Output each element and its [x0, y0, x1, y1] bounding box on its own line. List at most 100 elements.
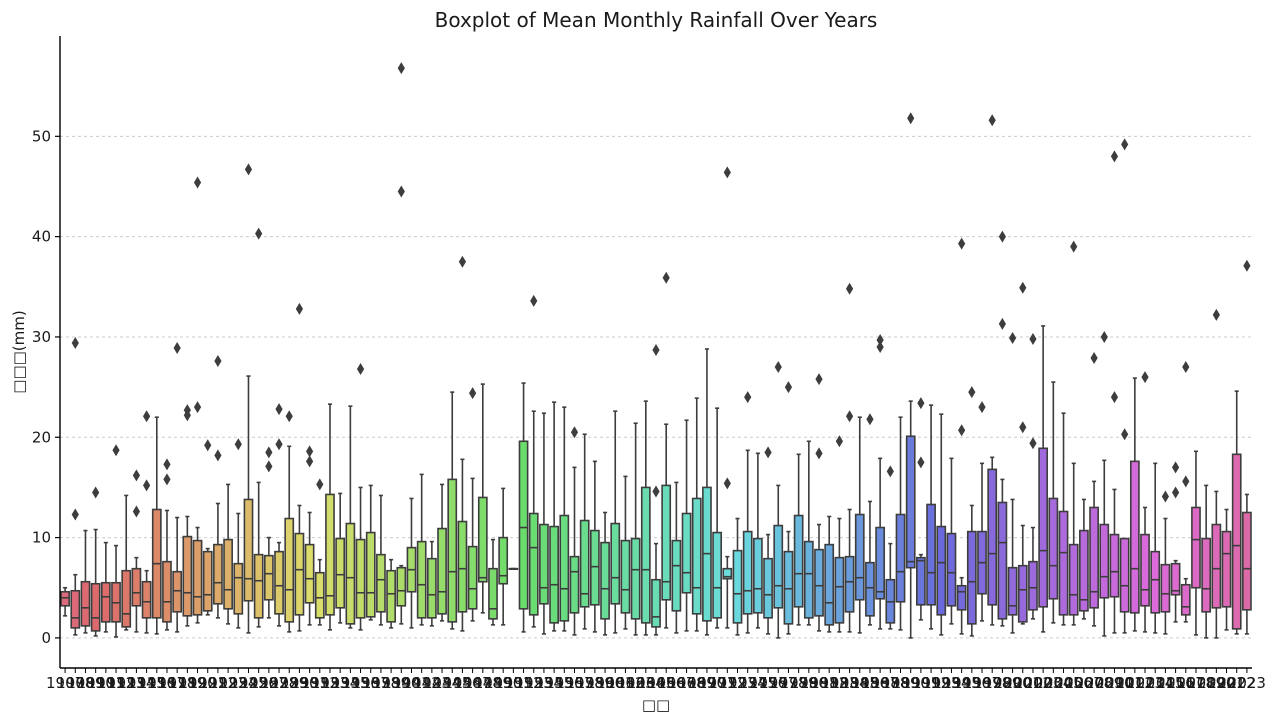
box-1940 — [396, 62, 407, 625]
x-tick-label: 2008 — [1075, 674, 1113, 692]
box-1965 — [651, 343, 661, 636]
x-tick-label: 2023 — [1228, 674, 1266, 692]
x-tick-label: 1933 — [311, 674, 349, 692]
box-iqr — [345, 522, 356, 625]
box-iqr — [365, 531, 376, 618]
x-tick-label: 1909 — [66, 674, 104, 692]
box-1937 — [365, 484, 376, 621]
boxes-layer — [60, 62, 1252, 639]
outlier-point — [1019, 421, 1027, 434]
box-iqr — [1170, 562, 1181, 596]
x-tick-label: 1943 — [413, 674, 451, 692]
outlier-point — [1182, 361, 1190, 374]
x-tick-label: 1984 — [830, 674, 868, 692]
box-1987 — [875, 333, 886, 630]
outlier-point — [1212, 308, 1220, 321]
box-iqr — [610, 522, 621, 605]
outlier-point — [255, 227, 263, 240]
outlier-point — [744, 391, 752, 404]
box-1993 — [936, 413, 947, 636]
x-tick-label: 1966 — [647, 674, 685, 692]
x-tick-label: 1913 — [107, 674, 145, 692]
box-iqr — [763, 557, 773, 619]
box-iqr — [243, 498, 254, 602]
box-2009 — [1099, 330, 1110, 637]
box-iqr — [274, 550, 284, 615]
outlier-point — [570, 426, 579, 439]
outlier-point — [295, 302, 304, 315]
box-1979 — [793, 453, 804, 626]
x-tick-label: 1992 — [912, 674, 950, 692]
x-tick-label: 1961 — [596, 674, 634, 692]
y-tick-label: 30 — [32, 328, 51, 346]
x-tick-label: 2021 — [1207, 674, 1245, 692]
x-tick-label: 1919 — [168, 674, 206, 692]
outlier-point — [306, 455, 314, 468]
box-iqr — [202, 550, 213, 612]
box-2018 — [1191, 450, 1201, 636]
box-1961 — [610, 410, 621, 634]
box-2021 — [1221, 508, 1232, 631]
box-2001 — [1017, 281, 1028, 625]
outlier-point — [1019, 281, 1027, 294]
x-tick-label: 2012 — [1116, 674, 1154, 692]
x-tick-label: 2018 — [1177, 674, 1215, 692]
box-1936 — [355, 363, 366, 631]
x-tick-label: 1920 — [178, 674, 216, 692]
box-2002 — [1028, 332, 1038, 620]
box-iqr — [1038, 447, 1049, 608]
outlier-point — [998, 317, 1006, 330]
x-tick-label: 2007 — [1065, 674, 1103, 692]
y-tick-label: 40 — [32, 228, 51, 246]
box-1982 — [824, 515, 835, 633]
box-1976 — [763, 446, 773, 635]
box-iqr — [630, 537, 641, 620]
box-1953 — [528, 294, 539, 628]
x-tick-label: 2013 — [1126, 674, 1164, 692]
x-axis-label: □□ — [642, 696, 670, 714]
box-iqr — [223, 538, 233, 610]
box-2006 — [1068, 240, 1079, 626]
box-2016 — [1170, 461, 1181, 623]
outlier-point — [193, 176, 202, 189]
box-iqr — [722, 567, 733, 580]
box-1964 — [640, 400, 651, 636]
box-1909 — [80, 529, 91, 634]
outlier-point — [1243, 259, 1251, 272]
x-tick-label: 1965 — [637, 674, 675, 692]
box-iqr — [60, 590, 70, 607]
x-tick-label: 2014 — [1136, 674, 1174, 692]
box-1913 — [121, 494, 132, 631]
box-1907 — [60, 586, 70, 617]
box-1962 — [620, 475, 631, 630]
box-iqr — [803, 540, 814, 619]
outlier-point — [845, 410, 854, 423]
box-iqr — [569, 555, 580, 614]
box-1948 — [477, 383, 488, 614]
x-tick-label: 1940 — [382, 674, 420, 692]
box-1941 — [406, 497, 417, 629]
box-iqr — [1231, 453, 1242, 630]
box-iqr — [467, 545, 478, 610]
box-iqr — [1180, 583, 1191, 616]
x-tick-label: 1923 — [209, 674, 247, 692]
outlier-point — [173, 341, 181, 354]
box-1957 — [569, 426, 580, 636]
outlier-point — [1182, 475, 1190, 488]
box-1980 — [803, 440, 814, 626]
outlier-point — [71, 336, 79, 349]
outlier-point — [204, 439, 212, 452]
outlier-point — [1100, 330, 1108, 343]
box-1927 — [263, 446, 274, 619]
box-1934 — [335, 492, 346, 624]
outlier-point — [1110, 150, 1119, 163]
outlier-point — [285, 410, 293, 423]
outlier-point — [163, 458, 171, 471]
x-tick-label: 1948 — [464, 674, 502, 692]
box-1984 — [844, 282, 855, 633]
x-tick-label: 1995 — [943, 674, 981, 692]
box-2000 — [1007, 331, 1018, 634]
x-tick-label: 1988 — [871, 674, 909, 692]
x-tick-label: 1912 — [97, 674, 135, 692]
box-2011 — [1119, 138, 1130, 634]
